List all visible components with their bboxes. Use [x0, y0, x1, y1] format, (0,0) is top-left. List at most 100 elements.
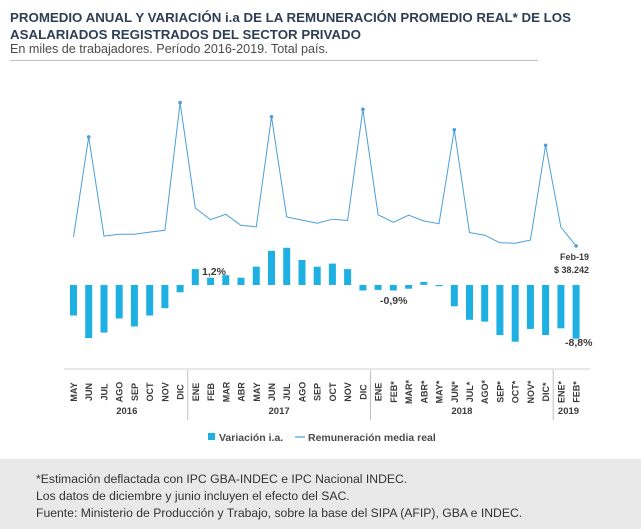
line-point-7 — [178, 100, 182, 105]
bar-23 — [420, 281, 428, 285]
tick-label-27: AGO* — [480, 380, 490, 405]
x-axis: MAY JUN JUL AGO SEP OCT NOV DIC ENE FEB MAR ABR MAY J… — [64, 368, 590, 420]
variacion-bar-layer — [70, 247, 580, 342]
bar-4 — [130, 285, 138, 327]
tick-label-10: MAR — [221, 381, 231, 402]
tick-label-6: NOV — [160, 382, 170, 402]
bar-29 — [511, 285, 519, 342]
bar-25 — [450, 285, 458, 307]
tick-label-29: OCT* — [511, 380, 521, 403]
tick-label-30: NOV* — [526, 380, 536, 404]
annotation-minus-8-8-pct: -8,8% — [565, 337, 593, 349]
footnote-fuente: Fuente: Ministerio de Producción y Traba… — [36, 506, 523, 520]
year-label-2019: 2019 — [558, 406, 579, 417]
bar-24 — [435, 285, 443, 287]
tick-label-32: ENE* — [556, 381, 566, 404]
bar-30 — [526, 285, 534, 329]
bar-7 — [176, 285, 184, 293]
footer-notes: *Estimación deflactada con IPC GBA-INDEC… — [0, 459, 641, 529]
title-divider — [10, 60, 538, 61]
chart-area: 1,2% -0,9% -8,8% Feb-19 $ 38.242 MAY JUN J… — [64, 100, 593, 444]
bar-20 — [374, 285, 382, 290]
bar-19 — [359, 285, 367, 291]
legend-label-remuneracion: Remuneración media real — [308, 432, 436, 444]
footnote-sac: Los datos de diciembre y junio incluyen … — [36, 489, 350, 503]
tick-label-18: NOV — [343, 382, 353, 402]
bar-13 — [268, 250, 275, 285]
tick-label-3: AGO — [115, 382, 125, 403]
line-point-33 — [574, 244, 578, 248]
bar-32 — [557, 285, 565, 329]
year-label-2016: 2016 — [116, 406, 137, 417]
tick-label-8: ENE — [191, 383, 201, 402]
tick-label-12: MAY — [252, 382, 262, 401]
annotation-feb-19: Feb-19 — [560, 252, 589, 262]
bar-11 — [237, 277, 245, 285]
bar-31 — [542, 285, 550, 335]
tick-label-26: JUL* — [465, 381, 475, 402]
bar-21 — [389, 285, 397, 291]
legend: Variación i.a. Remuneración media real — [208, 432, 436, 444]
remuneracion-line — [73, 102, 577, 247]
tick-label-22: MAR* — [404, 380, 414, 404]
bar-8 — [191, 269, 199, 285]
line-point-31 — [543, 143, 548, 148]
tick-label-4: SEP — [130, 383, 140, 401]
bar-5 — [146, 285, 154, 316]
line-point-19 — [361, 107, 365, 112]
remuneracion-line-layer — [73, 100, 578, 248]
tick-label-16: SEP — [313, 383, 323, 401]
tick-label-5: OCT — [145, 382, 155, 402]
bar-2 — [100, 285, 108, 333]
bar-14 — [283, 247, 291, 285]
tick-label-17: OCT — [328, 382, 338, 402]
line-point-1 — [86, 135, 91, 139]
bar-22 — [405, 285, 413, 289]
tick-label-25: JUN* — [450, 381, 460, 403]
tick-label-13: JUN — [267, 383, 277, 401]
bar-6 — [161, 285, 169, 309]
tick-label-0: MAY — [69, 382, 79, 401]
tick-label-11: ABR — [237, 382, 247, 402]
year-label-2017: 2017 — [269, 406, 290, 417]
bar-16 — [313, 266, 321, 285]
tick-label-1: JUN — [84, 383, 94, 401]
tick-label-23: ABR* — [419, 380, 429, 403]
bar-0 — [70, 285, 77, 316]
chart-title: PROMEDIO ANUAL Y VARIACIÓN i.a DE LA REM… — [10, 10, 571, 42]
bar-26 — [466, 285, 473, 320]
tick-label-2: JUL — [100, 383, 110, 401]
bar-17 — [328, 263, 336, 285]
footnote-estimacion: *Estimación deflactada con IPC GBA-INDEC… — [36, 472, 408, 486]
legend-label-variacion: Variación i.a. — [219, 432, 283, 444]
tick-label-15: AGO — [298, 382, 308, 403]
tick-label-14: JUL — [282, 383, 292, 401]
tick-label-31: DIC* — [541, 382, 551, 401]
annotation-minus-0-9-pct: -0,9% — [380, 295, 408, 307]
bar-10 — [222, 275, 230, 285]
annotation-value-38242: $ 38.242 — [554, 265, 589, 275]
chart-subtitle: En miles de trabajadores. Período 2016-2… — [10, 42, 329, 56]
tick-label-24: MAY* — [435, 380, 445, 403]
tick-label-20: ENE — [374, 383, 384, 402]
tick-label-28: SEP* — [495, 381, 505, 403]
bar-9 — [207, 277, 215, 285]
line-point-25 — [452, 128, 457, 132]
bar-33 — [572, 285, 580, 339]
tick-label-33: FEB* — [572, 381, 582, 403]
tick-label-21: FEB* — [389, 381, 399, 403]
bar-18 — [344, 269, 352, 285]
bar-1 — [85, 285, 93, 339]
annotation-1-2-pct: 1,2% — [202, 266, 227, 278]
tick-label-19: DIC — [358, 384, 368, 400]
bar-28 — [496, 285, 504, 335]
bar-15 — [298, 260, 306, 285]
bar-27 — [481, 285, 489, 322]
annotation-layer: 1,2% -0,9% -8,8% Feb-19 $ 38.242 — [202, 252, 593, 349]
tick-label-7: DIC — [176, 384, 186, 400]
legend-swatch-variacion — [208, 433, 215, 440]
tick-label-9: FEB — [206, 382, 216, 401]
bar-12 — [252, 266, 260, 285]
line-point-13 — [269, 115, 274, 119]
year-label-2018: 2018 — [451, 406, 472, 417]
